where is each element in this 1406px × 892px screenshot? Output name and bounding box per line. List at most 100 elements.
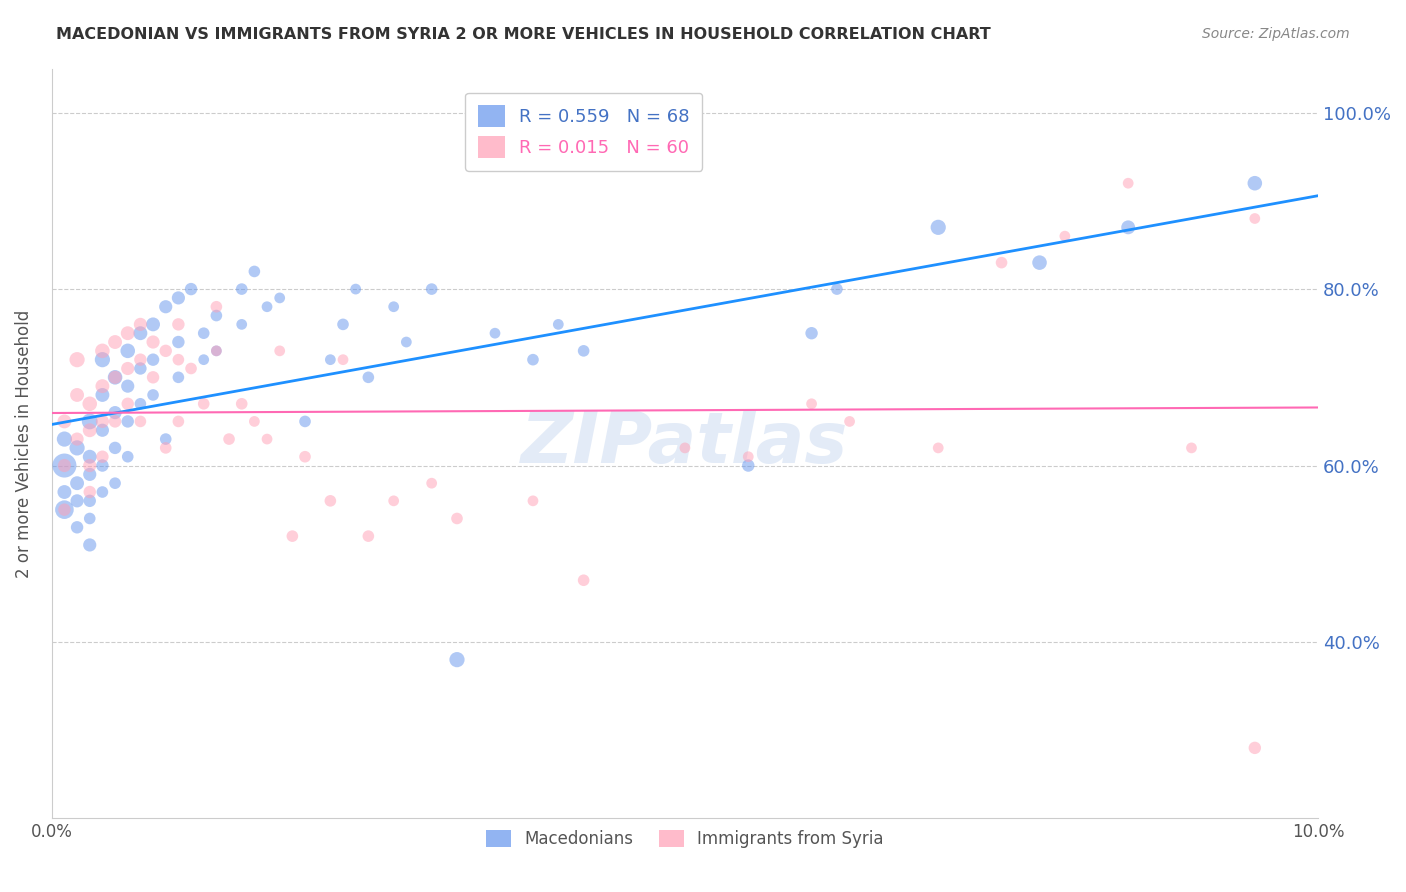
- Point: [256, 300, 278, 314]
- Point: [673, 441, 696, 455]
- Point: [927, 220, 949, 235]
- Point: [129, 361, 152, 376]
- Point: [193, 326, 215, 341]
- Point: [104, 406, 127, 420]
- Point: [522, 493, 544, 508]
- Point: [1053, 229, 1076, 244]
- Point: [281, 529, 304, 543]
- Point: [547, 318, 569, 332]
- Point: [117, 343, 139, 358]
- Point: [53, 414, 76, 428]
- Point: [420, 476, 443, 491]
- Point: [269, 291, 291, 305]
- Point: [53, 485, 76, 500]
- Text: ZIPatlas: ZIPatlas: [522, 409, 849, 478]
- Point: [420, 282, 443, 296]
- Point: [129, 318, 152, 332]
- Point: [155, 441, 177, 455]
- Point: [800, 397, 823, 411]
- Point: [117, 414, 139, 428]
- Point: [572, 573, 595, 587]
- Text: MACEDONIAN VS IMMIGRANTS FROM SYRIA 2 OR MORE VEHICLES IN HOUSEHOLD CORRELATION : MACEDONIAN VS IMMIGRANTS FROM SYRIA 2 OR…: [56, 27, 991, 42]
- Point: [205, 343, 228, 358]
- Point: [231, 397, 253, 411]
- Point: [167, 334, 190, 349]
- Point: [205, 300, 228, 314]
- Point: [79, 493, 101, 508]
- Point: [66, 493, 89, 508]
- Point: [91, 352, 114, 367]
- Point: [332, 352, 354, 367]
- Point: [79, 450, 101, 464]
- Point: [117, 397, 139, 411]
- Point: [1028, 255, 1050, 269]
- Point: [319, 493, 342, 508]
- Point: [1180, 441, 1202, 455]
- Point: [117, 361, 139, 376]
- Point: [522, 352, 544, 367]
- Point: [53, 458, 76, 473]
- Point: [104, 370, 127, 384]
- Point: [205, 309, 228, 323]
- Point: [180, 282, 202, 296]
- Point: [66, 476, 89, 491]
- Point: [91, 414, 114, 428]
- Point: [104, 370, 127, 384]
- Legend: R = 0.559   N = 68, R = 0.015   N = 60: R = 0.559 N = 68, R = 0.015 N = 60: [465, 93, 702, 171]
- Point: [737, 458, 759, 473]
- Point: [142, 318, 165, 332]
- Point: [53, 458, 76, 473]
- Point: [155, 343, 177, 358]
- Point: [294, 450, 316, 464]
- Point: [1116, 220, 1139, 235]
- Point: [91, 450, 114, 464]
- Point: [167, 318, 190, 332]
- Point: [53, 432, 76, 446]
- Point: [180, 361, 202, 376]
- Point: [572, 343, 595, 358]
- Point: [66, 352, 89, 367]
- Point: [446, 653, 468, 667]
- Point: [79, 538, 101, 552]
- Point: [357, 529, 380, 543]
- Point: [193, 397, 215, 411]
- Point: [167, 352, 190, 367]
- Point: [990, 255, 1012, 269]
- Point: [142, 334, 165, 349]
- Point: [167, 291, 190, 305]
- Point: [294, 414, 316, 428]
- Point: [129, 414, 152, 428]
- Point: [66, 432, 89, 446]
- Point: [79, 397, 101, 411]
- Point: [91, 388, 114, 402]
- Point: [243, 414, 266, 428]
- Point: [382, 300, 405, 314]
- Point: [243, 264, 266, 278]
- Point: [319, 352, 342, 367]
- Point: [167, 370, 190, 384]
- Text: Source: ZipAtlas.com: Source: ZipAtlas.com: [1202, 27, 1350, 41]
- Point: [66, 520, 89, 534]
- Point: [218, 432, 240, 446]
- Point: [104, 441, 127, 455]
- Point: [1116, 176, 1139, 190]
- Point: [1243, 740, 1265, 755]
- Point: [91, 485, 114, 500]
- Y-axis label: 2 or more Vehicles in Household: 2 or more Vehicles in Household: [15, 310, 32, 578]
- Point: [53, 502, 76, 516]
- Point: [79, 423, 101, 437]
- Point: [117, 379, 139, 393]
- Point: [838, 414, 860, 428]
- Point: [395, 334, 418, 349]
- Point: [142, 352, 165, 367]
- Point: [104, 334, 127, 349]
- Point: [446, 511, 468, 525]
- Point: [129, 397, 152, 411]
- Point: [205, 343, 228, 358]
- Point: [357, 370, 380, 384]
- Point: [382, 493, 405, 508]
- Point: [344, 282, 367, 296]
- Point: [66, 388, 89, 402]
- Point: [79, 414, 101, 428]
- Point: [79, 458, 101, 473]
